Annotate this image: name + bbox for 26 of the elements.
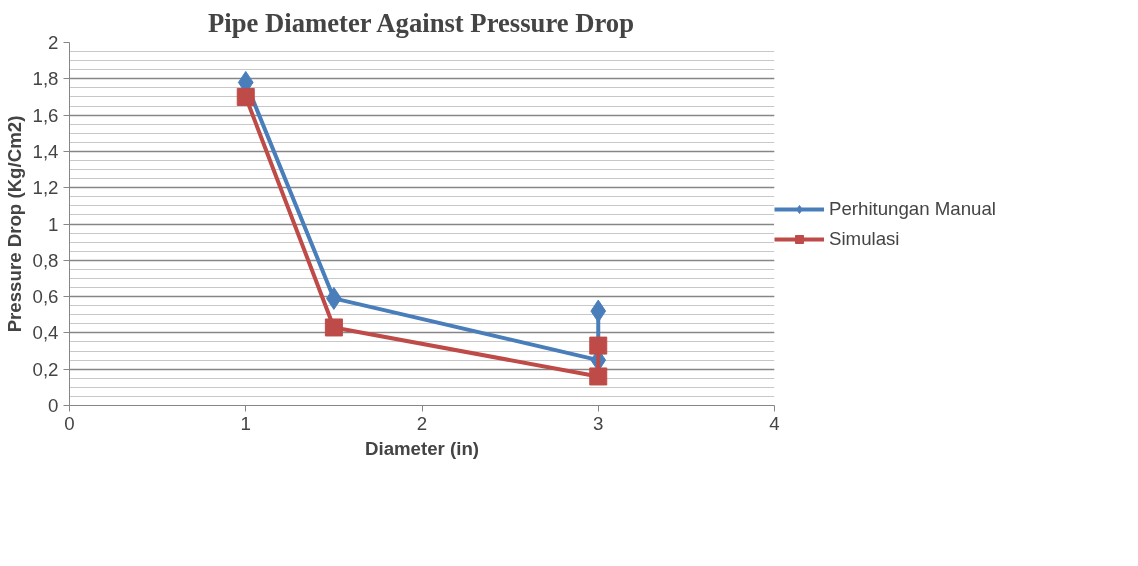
- x-tick-label: 4: [769, 412, 780, 434]
- x-tick-label: 3: [593, 412, 604, 434]
- chart-title: Pipe Diameter Against Pressure Drop: [208, 7, 635, 38]
- point: [590, 299, 607, 323]
- y-axis-title: Pressure Drop (Kg/Cm2): [3, 115, 25, 333]
- y-tick-label: 1,4: [32, 140, 59, 162]
- y-tick-label: 1: [48, 213, 59, 235]
- legend-label: Simulasi: [829, 227, 900, 250]
- y-tick-label: 0,4: [32, 322, 59, 344]
- point: [236, 87, 255, 106]
- y-tick-label: 0,2: [32, 358, 59, 380]
- point: [589, 336, 608, 355]
- point: [589, 367, 608, 386]
- y-tick-label: 1,8: [32, 68, 59, 90]
- y-tick-label: 0,8: [32, 249, 59, 271]
- x-tick-label: 0: [64, 412, 75, 434]
- x-tick-label: 1: [240, 412, 251, 434]
- y-tick-label: 1,2: [32, 177, 59, 199]
- y-tick-label: 0,6: [32, 286, 59, 308]
- point: [324, 318, 343, 337]
- y-tick-label: 2: [48, 32, 59, 53]
- x-tick-label: 2: [416, 412, 428, 434]
- y-tick-label: 1,6: [32, 104, 59, 126]
- x-axis-title: Diameter (in): [364, 437, 480, 459]
- y-tick-label: 0: [48, 395, 59, 416]
- legend-label: Perhitungan Manual: [829, 197, 996, 220]
